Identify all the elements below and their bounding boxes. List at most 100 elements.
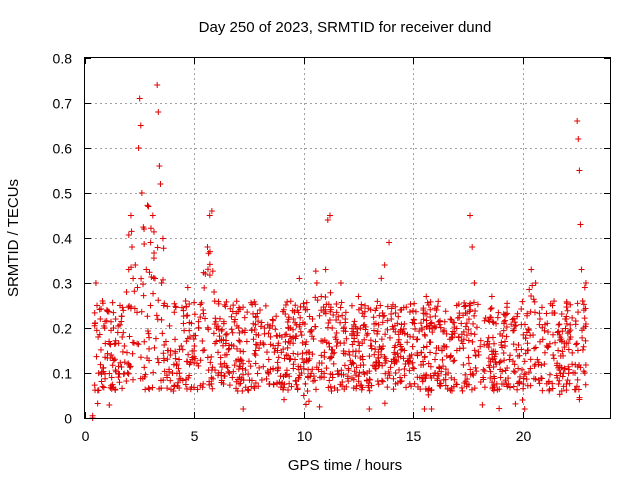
data-point	[574, 376, 581, 383]
data-point	[559, 348, 566, 355]
data-point	[528, 266, 535, 273]
data-point	[309, 316, 316, 322]
data-point	[171, 383, 178, 390]
data-point	[134, 340, 141, 347]
data-point	[518, 346, 525, 353]
data-point	[297, 328, 304, 335]
data-point	[201, 346, 208, 353]
data-point	[99, 298, 106, 304]
data-point	[550, 355, 557, 362]
data-point	[327, 308, 334, 315]
data-point	[413, 336, 420, 343]
data-point	[229, 329, 236, 336]
data-point	[269, 322, 276, 329]
data-point	[283, 352, 290, 358]
data-point	[370, 314, 377, 321]
data-point	[411, 320, 418, 327]
data-point	[164, 385, 171, 392]
data-point	[393, 357, 400, 364]
data-point	[379, 378, 386, 385]
data-point	[146, 269, 153, 276]
data-point	[381, 262, 388, 268]
data-point	[95, 370, 102, 377]
data-point	[432, 313, 439, 320]
data-point	[215, 323, 222, 330]
data-point	[467, 212, 473, 219]
data-point	[383, 357, 390, 364]
data-point	[128, 228, 135, 235]
data-point	[91, 382, 98, 389]
data-point	[491, 340, 498, 347]
data-point	[205, 367, 212, 374]
data-point	[146, 386, 153, 393]
data-point	[263, 375, 270, 382]
y-tick-label: 0.5	[53, 186, 73, 202]
data-point	[232, 316, 239, 323]
data-point	[396, 366, 403, 373]
data-point	[135, 341, 142, 348]
data-point	[428, 387, 435, 394]
data-point	[304, 306, 311, 313]
data-point	[318, 352, 325, 359]
data-point	[507, 352, 514, 359]
data-point	[519, 397, 526, 403]
data-point	[579, 298, 586, 304]
data-point	[409, 307, 416, 314]
data-point	[515, 365, 522, 372]
data-point	[245, 358, 252, 365]
data-point	[401, 366, 408, 373]
data-point	[349, 325, 356, 332]
data-point	[312, 386, 319, 393]
data-point	[431, 323, 438, 330]
data-point	[340, 350, 347, 357]
data-point	[398, 377, 405, 384]
data-point	[550, 331, 557, 338]
data-point	[558, 387, 565, 394]
data-point	[401, 330, 408, 337]
data-point	[284, 344, 291, 351]
data-point	[395, 331, 402, 338]
data-point	[468, 330, 475, 337]
data-point	[560, 370, 567, 377]
data-point	[362, 326, 369, 333]
data-point	[538, 362, 545, 369]
data-point	[119, 334, 126, 340]
data-point	[427, 320, 434, 327]
data-point	[544, 344, 551, 351]
data-point	[173, 370, 180, 377]
data-point	[252, 360, 259, 367]
data-point	[183, 303, 190, 310]
data-point	[414, 374, 421, 381]
data-point	[248, 383, 255, 390]
data-point	[375, 355, 382, 362]
data-point	[294, 386, 301, 393]
data-point	[107, 355, 114, 362]
data-point	[485, 362, 492, 369]
data-point	[184, 284, 191, 291]
x-tick-label: 10	[297, 428, 313, 444]
data-point	[309, 351, 316, 358]
data-point	[361, 336, 368, 343]
data-point	[440, 363, 447, 370]
data-point	[527, 332, 534, 339]
data-point	[146, 345, 153, 352]
data-point	[157, 181, 164, 187]
data-point	[146, 334, 153, 341]
data-point	[95, 334, 102, 340]
data-point	[155, 359, 162, 366]
chart-title: Day 250 of 2023, SRMTID for receiver dun…	[199, 19, 492, 36]
data-point	[125, 360, 132, 367]
data-point	[103, 307, 110, 313]
data-point	[326, 343, 333, 350]
data-point	[264, 321, 271, 328]
data-point	[297, 314, 304, 321]
data-point	[341, 386, 348, 393]
data-point	[156, 385, 163, 392]
data-point	[447, 352, 454, 359]
data-point	[228, 326, 235, 333]
data-point	[472, 308, 479, 315]
data-point	[327, 289, 334, 296]
data-point	[500, 320, 507, 327]
data-point	[440, 328, 447, 335]
data-point	[120, 307, 127, 314]
